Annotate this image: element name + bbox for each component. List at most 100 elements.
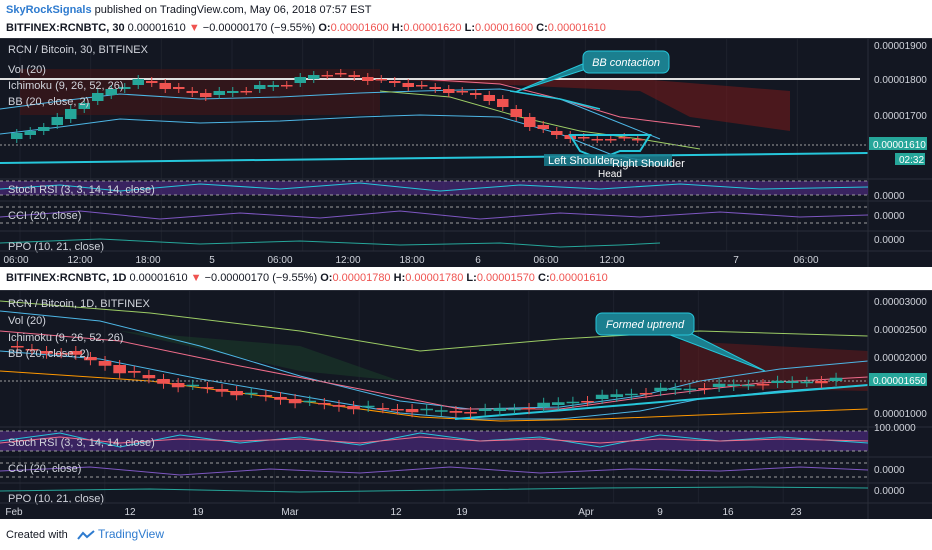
chart2-low: 0.00001570: [476, 272, 535, 284]
candle: [54, 353, 68, 355]
candle: [259, 395, 273, 397]
chart2-panel[interactable]: Formed uptrend RCN / Bitcoin, 1D, BITFIN…: [0, 290, 932, 519]
ppo-label[interactable]: PPO (10, 21, close): [8, 493, 104, 505]
tradingview-brand: TradingView: [97, 527, 164, 541]
candle: [581, 401, 594, 403]
candle: [244, 392, 258, 395]
cci-tick: 0.0000: [874, 465, 905, 476]
footer: Created with TradingView: [6, 527, 164, 541]
candle: [483, 95, 495, 101]
time-tick: 12:00: [67, 255, 92, 266]
chart1-high: 0.00001620: [403, 22, 462, 34]
candle: [625, 393, 638, 396]
callout-text: Formed uptrend: [606, 319, 685, 331]
time-tick: Mar: [281, 507, 299, 518]
candle: [712, 383, 726, 387]
candle: [215, 389, 229, 392]
candle: [186, 91, 198, 93]
time-tick: 23: [790, 507, 802, 518]
cci-tick: 0.0000: [874, 211, 905, 222]
candle: [470, 93, 482, 95]
callout-text: BB contaction: [592, 57, 660, 69]
time-tick: 06:00: [533, 255, 558, 266]
time-tick: 06:00: [793, 255, 818, 266]
chart1-ohlc: BITFINEX:RCNBTC, 30 0.00001610 ▼ −0.0000…: [6, 22, 606, 34]
callout-formed-uptrend[interactable]: Formed uptrend: [595, 312, 766, 372]
callout-bb-contaction[interactable]: BB contaction: [514, 50, 670, 93]
author-link[interactable]: SkyRockSignals: [6, 4, 92, 16]
time-tick: 06:00: [3, 255, 28, 266]
legend-vol[interactable]: Vol (20): [8, 315, 46, 327]
candle: [683, 388, 697, 391]
cci-label[interactable]: CCI (20, close): [8, 463, 81, 475]
time-tick: 18:00: [135, 255, 160, 266]
stoch-rsi-label[interactable]: Stoch RSI (3, 3, 14, 14, close): [8, 184, 155, 196]
chart2-close: 0.00001610: [549, 272, 608, 284]
candle: [566, 401, 580, 404]
chart1-time-axis[interactable]: 06:00 12:00 18:00 5 06:00 12:00 18:00 6 06:00 12:…: [3, 255, 818, 266]
candle: [610, 394, 624, 397]
candle: [25, 349, 39, 351]
candle: [785, 381, 799, 383]
candle: [186, 384, 200, 387]
chart1-legend: RCN / Bitcoin, 30, BITFINEX Vol (20) Ich…: [8, 44, 149, 108]
time-tick: 12: [390, 507, 402, 518]
legend-title: RCN / Bitcoin, 30, BITFINEX: [8, 44, 149, 56]
tradingview-icon: [77, 530, 95, 540]
candle: [510, 109, 522, 117]
candle: [105, 89, 117, 95]
candle: [551, 402, 565, 405]
candle: [698, 388, 711, 390]
chart1-panel[interactable]: BB contaction Left Shoulder Right Should…: [0, 38, 932, 267]
left-shoulder-label: Left Shoulder: [548, 155, 614, 167]
price-tick: 0.00001700: [874, 111, 927, 122]
chart1-change: −0.00000170 (−9.55%): [202, 22, 316, 34]
candle: [595, 394, 609, 399]
candle: [142, 375, 156, 379]
legend-ichimoku[interactable]: Ichimoku (9, 26, 52, 26): [8, 80, 124, 92]
created-with-text: Created with: [6, 529, 68, 541]
candle: [127, 371, 141, 373]
candle: [230, 391, 243, 396]
candle: [537, 402, 550, 407]
candle: [464, 412, 477, 414]
candle: [493, 408, 507, 411]
chart2-svg[interactable]: Formed uptrend RCN / Bitcoin, 1D, BITFIN…: [0, 291, 932, 519]
chart2-time-axis[interactable]: Feb 12 19 Mar 12 19 Apr 9 16 23: [5, 507, 802, 518]
chart1-last: 0.00001610: [127, 22, 186, 34]
countdown-badge: 02:32: [899, 155, 924, 166]
tradingview-logo[interactable]: TradingView: [77, 527, 164, 541]
candle: [84, 357, 97, 361]
candle: [200, 93, 212, 97]
candle: [668, 388, 682, 390]
candle: [38, 127, 50, 131]
price-tick: 0.00003000: [874, 297, 927, 308]
publish-date: published on TradingView.com, May 06, 20…: [94, 4, 372, 16]
legend-ichimoku[interactable]: Ichimoku (9, 26, 52, 26): [8, 332, 124, 344]
legend-bb[interactable]: BB (20, close, 2): [8, 96, 89, 108]
candle: [146, 81, 158, 83]
chart1-close: 0.00001610: [547, 22, 606, 34]
time-tick: 12:00: [599, 255, 624, 266]
chart2-change: −0.00000170 (−9.55%): [204, 272, 318, 284]
time-tick: 6: [475, 255, 481, 266]
legend-bb[interactable]: BB (20, close, 2): [8, 348, 89, 360]
candle: [157, 379, 170, 384]
legend-vol[interactable]: Vol (20): [8, 64, 46, 76]
chart1-svg[interactable]: BB contaction Left Shoulder Right Should…: [0, 39, 932, 267]
candle: [11, 346, 24, 348]
chart2-candles: [11, 341, 843, 419]
candle: [537, 125, 549, 129]
ppo-label[interactable]: PPO (10, 21, close): [8, 241, 104, 253]
candle: [119, 87, 131, 89]
candle: [318, 403, 331, 405]
candle: [416, 85, 428, 87]
time-tick: Feb: [5, 507, 23, 518]
candle: [375, 79, 387, 81]
legend-title: RCN / Bitcoin, 1D, BITFINEX: [8, 298, 150, 310]
candle: [69, 351, 83, 355]
candle: [361, 405, 375, 408]
candle: [605, 139, 617, 141]
cci-label[interactable]: CCI (20, close): [8, 210, 81, 222]
stoch-rsi-label[interactable]: Stoch RSI (3, 3, 14, 14, close): [8, 437, 155, 449]
